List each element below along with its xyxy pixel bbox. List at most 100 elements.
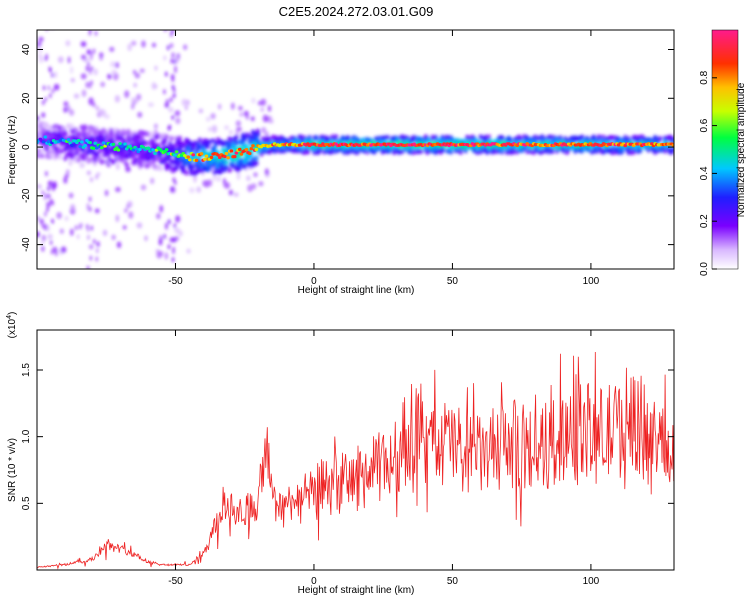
heatmap-cell (92, 102, 96, 108)
heatmap-cell (51, 183, 55, 189)
heatmap-cell (67, 56, 71, 64)
heatmap-cells (37, 30, 674, 269)
heatmap-cell (162, 137, 168, 144)
heatmap-cell (95, 174, 98, 180)
heatmap-cell (124, 154, 129, 160)
heatmap-cell (204, 179, 210, 188)
heatmap-cell (96, 105, 99, 111)
heatmap-cell (216, 153, 220, 157)
heatmap-cell (493, 148, 498, 155)
heatmap-cell (181, 98, 188, 107)
heatmap-cell (136, 222, 143, 229)
heatmap-cell (251, 144, 255, 148)
y-tick-label: 0 (21, 144, 32, 150)
heatmap-cell (146, 146, 151, 150)
heatmap-cell (230, 102, 235, 110)
heatmap-cell (121, 137, 126, 143)
heatmap-cell (139, 135, 144, 141)
heatmap-cell (85, 66, 89, 72)
heatmap-cell (93, 68, 98, 76)
heatmap-cell (539, 149, 545, 155)
heatmap-cell (104, 146, 109, 152)
heatmap-cell (209, 155, 214, 159)
heatmap-cell (237, 147, 242, 151)
heatmap-cell (285, 138, 291, 144)
heatmap-cell (99, 56, 103, 61)
heatmap-cell (164, 148, 169, 152)
heatmap-cell (46, 205, 50, 211)
heatmap-cell (41, 223, 45, 229)
heatmap-cell (47, 233, 53, 240)
heatmap-cell (153, 84, 158, 89)
heatmap-cell (170, 32, 173, 38)
heatmap-cell (89, 255, 93, 261)
heatmap-cell (91, 137, 96, 143)
heatmap-cell (258, 181, 264, 187)
heatmap-cell (202, 180, 206, 187)
heatmap-cell (71, 148, 76, 154)
x-tick-label: 0 (311, 576, 317, 587)
heatmap-cell (65, 40, 71, 47)
heatmap-cell (116, 241, 122, 249)
heatmap-cell (164, 134, 169, 140)
heatmap-cell (601, 149, 606, 155)
heatmap-cell (46, 201, 49, 207)
heatmap-cell (662, 148, 668, 154)
heatmap-cell (38, 36, 44, 42)
heatmap-cell (261, 126, 267, 134)
heatmap-cell (234, 151, 239, 155)
heatmap-cell (86, 149, 91, 156)
heatmap-cell (164, 222, 169, 230)
heatmap-cell (148, 102, 154, 107)
heatmap-cell (147, 161, 153, 167)
heatmap-cell (82, 125, 88, 131)
heatmap-cell (49, 239, 53, 245)
heatmap-cell (84, 132, 90, 138)
heatmap-cell (46, 140, 51, 144)
heatmap-x-ticks: -50 0 50 100 (168, 30, 600, 287)
heatmap-cell (184, 105, 188, 111)
heatmap-cell (89, 206, 92, 212)
heatmap-cell (360, 137, 365, 143)
heatmap-cell (498, 139, 503, 145)
snr-series-line (37, 351, 674, 570)
heatmap-cell (110, 61, 116, 68)
heatmap-cell (111, 69, 117, 75)
heatmap-cell (154, 156, 159, 162)
heatmap-cell (133, 82, 137, 88)
heatmap-cell (37, 115, 40, 122)
heatmap-cell (89, 69, 92, 75)
heatmap-cell (210, 112, 216, 120)
heatmap-cell (500, 135, 505, 141)
heatmap-cell (564, 138, 570, 144)
heatmap-cell (100, 153, 104, 158)
heatmap-cell (175, 117, 181, 125)
heatmap-cell (164, 102, 168, 108)
heatmap-cell (254, 147, 259, 152)
heatmap-cell (260, 107, 265, 112)
y-tick-label: 1.0 (21, 429, 32, 443)
heatmap-cell (69, 128, 75, 134)
heatmap-cell (234, 134, 239, 140)
heatmap-cell (76, 234, 80, 240)
x-tick-label: 50 (447, 276, 459, 287)
heatmap-cell (222, 154, 227, 159)
heatmap-cell (51, 72, 54, 78)
heatmap-cell (70, 143, 74, 147)
figure-title: C2E5.2024.272.03.01.G09 (279, 4, 434, 19)
heatmap-cell (88, 30, 92, 36)
heatmap-cell (164, 71, 168, 77)
heatmap-cell (216, 176, 221, 182)
heatmap-cell (246, 175, 251, 182)
heatmap-cell (93, 141, 97, 145)
heatmap-cell (186, 155, 191, 159)
heatmap-cell (638, 147, 643, 154)
heatmap-cell (179, 141, 184, 147)
heatmap-cell (95, 146, 99, 150)
heatmap-cell (207, 165, 213, 172)
heatmap-cell (137, 111, 143, 118)
heatmap-cell (101, 109, 107, 117)
heatmap-cell (59, 228, 64, 234)
heatmap-cell (478, 134, 483, 140)
heatmap-cell (207, 139, 213, 145)
